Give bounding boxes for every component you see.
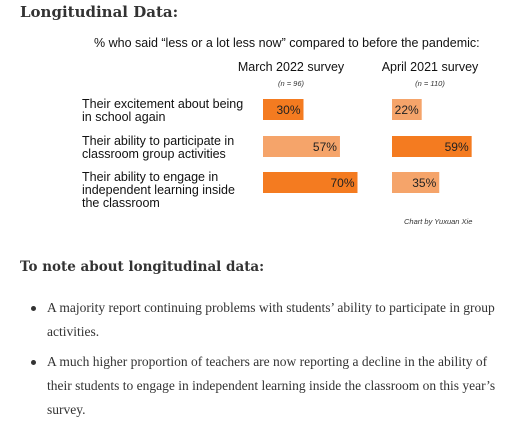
row-label-line: in school again — [82, 110, 166, 124]
series-header-march-2022: March 2022 survey — [237, 60, 345, 74]
list-item: A majority report continuing problems wi… — [0, 296, 510, 344]
row-label-line: independent learning inside — [82, 183, 235, 197]
notes-title: To note about longitudinal data: — [20, 259, 265, 275]
bar-value-label: 57% — [313, 140, 337, 154]
row-label: Their excitement about being in school ag… — [82, 98, 257, 124]
bar-plot-area: 30% 57% 70% 22% 59% 35% — [263, 99, 472, 193]
series-n-april-2021: (n = 110) — [415, 79, 445, 88]
bar — [263, 99, 304, 120]
bullet-icon — [31, 360, 36, 365]
row-label-line: the classroom — [82, 196, 160, 210]
bar — [392, 172, 440, 193]
row-label-line: classroom group activities — [82, 147, 226, 161]
row-label-line: Their ability to participate in — [82, 134, 235, 148]
notes-list: A majority report continuing problems wi… — [0, 296, 510, 428]
page-heading: Longitudinal Data: — [20, 3, 179, 21]
row-label-line: Their ability to engage in — [82, 170, 219, 184]
bar-value-label: 59% — [445, 140, 469, 154]
bar — [392, 136, 472, 157]
chart-title: % who said “less or a lot less now” comp… — [94, 36, 480, 50]
row-label: Their ability to participate in classroom… — [82, 135, 257, 161]
bullet-icon — [31, 306, 36, 311]
bar — [263, 172, 358, 193]
list-item: A much higher proportion of teachers are… — [0, 350, 510, 422]
row-label-line: Their excitement about being — [82, 97, 244, 111]
bar-value-label: 70% — [330, 176, 354, 190]
chart: % who said “less or a lot less now” comp… — [82, 36, 480, 226]
series-header-april-2021: April 2021 survey — [381, 60, 479, 74]
bar — [392, 99, 422, 120]
bar — [263, 136, 340, 157]
series-n-march-2022: (n = 96) — [277, 79, 305, 88]
row-label: Their ability to engage in independent le… — [82, 171, 257, 210]
chart-credit: Chart by Yuxuan Xie — [404, 217, 473, 226]
bar-value-label: 30% — [276, 103, 300, 117]
bar-value-label: 22% — [395, 103, 419, 117]
bar-value-label: 35% — [412, 176, 436, 190]
note-text: A much higher proportion of teachers are… — [47, 354, 496, 417]
note-text: A majority report continuing problems wi… — [47, 300, 495, 339]
